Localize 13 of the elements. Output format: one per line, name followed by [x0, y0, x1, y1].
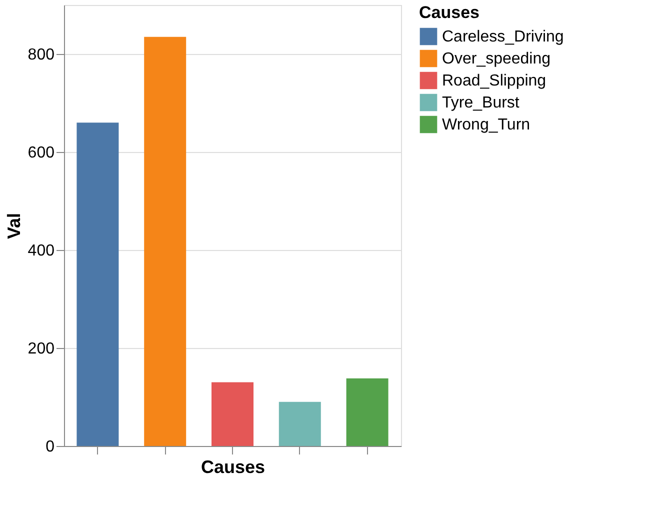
legend-label: Wrong_Turn — [442, 116, 530, 134]
y-tick-label: 0 — [46, 438, 55, 456]
y-tick-label: 400 — [28, 242, 55, 260]
legend-label: Over_speeding — [442, 50, 551, 68]
legend-label: Tyre_Burst — [442, 94, 520, 112]
y-tick-label: 800 — [28, 46, 55, 64]
x-axis-title: Causes — [200, 457, 266, 477]
legend-label: Road_Slipping — [442, 72, 546, 90]
y-tick-label: 600 — [28, 144, 55, 162]
y-axis-title: Val — [4, 212, 24, 240]
legend-label: Careless_Driving — [442, 28, 564, 46]
legend-title: Causes — [419, 3, 480, 22]
y-tick-label: 200 — [28, 340, 55, 358]
